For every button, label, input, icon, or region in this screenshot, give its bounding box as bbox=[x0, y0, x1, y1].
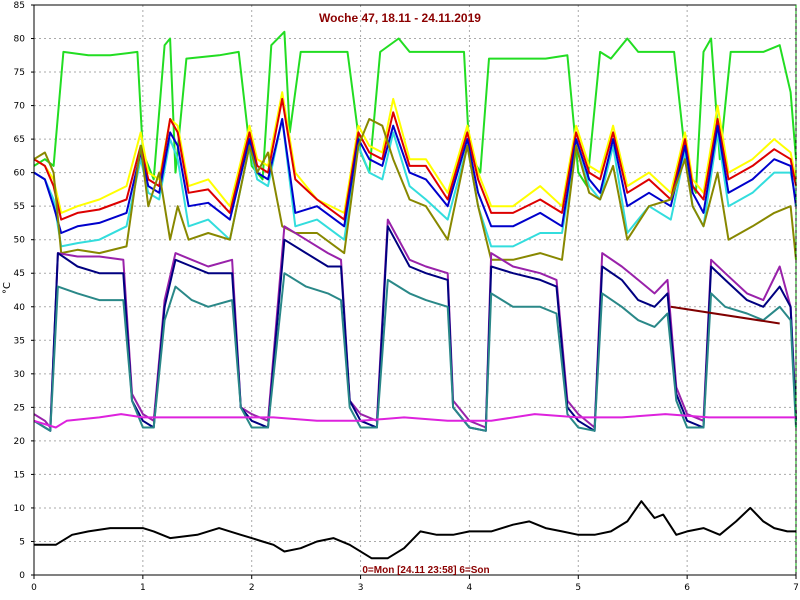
y-axis-ticks: 0 5 10 15 20 25 30 35 40 45 50 55 60 65 70 75 80 85 bbox=[14, 1, 34, 581]
series-line-3 bbox=[33, 97, 797, 221]
series-line-7 bbox=[33, 218, 797, 429]
y-tick-label: 20 bbox=[14, 437, 26, 447]
y-tick-label: 30 bbox=[14, 370, 26, 380]
x-tick-label: 4 bbox=[467, 583, 473, 593]
y-axis-label: °C bbox=[2, 282, 13, 294]
y-tick-label: 85 bbox=[14, 1, 25, 11]
series-line-2 bbox=[33, 91, 797, 214]
series-line-12 bbox=[34, 500, 796, 560]
y-tick-label: 40 bbox=[14, 303, 26, 313]
series-line-6 bbox=[33, 118, 797, 261]
y-tick-label: 75 bbox=[14, 68, 25, 78]
y-tick-label: 25 bbox=[14, 403, 25, 413]
series-line-9 bbox=[33, 272, 797, 432]
y-tick-label: 80 bbox=[14, 35, 26, 45]
series-line-10 bbox=[33, 413, 796, 429]
series-group bbox=[33, 30, 797, 560]
x-tick-label: 0 bbox=[31, 583, 37, 593]
y-tick-label: 10 bbox=[14, 504, 26, 514]
y-tick-label: 60 bbox=[14, 169, 26, 179]
y-tick-label: 0 bbox=[19, 571, 25, 581]
y-tick-label: 5 bbox=[19, 537, 25, 547]
x-tick-label: 6 bbox=[684, 583, 690, 593]
series-line-8 bbox=[33, 225, 797, 432]
series-line-5 bbox=[33, 118, 797, 234]
x-tick-label: 2 bbox=[249, 583, 255, 593]
y-tick-label: 65 bbox=[14, 135, 25, 145]
x-axis-ticks: 0 1 2 3 4 5 6 7 bbox=[31, 575, 799, 593]
y-tick-label: 15 bbox=[14, 470, 25, 480]
y-tick-label: 50 bbox=[14, 236, 26, 246]
y-tick-label: 55 bbox=[14, 202, 25, 212]
x-axis-label: 0=Mon [24.11 23:58] 6=Son bbox=[362, 565, 489, 576]
x-tick-label: 1 bbox=[140, 583, 146, 593]
x-tick-label: 5 bbox=[575, 583, 581, 593]
x-tick-label: 7 bbox=[793, 583, 799, 593]
chart-title: Woche 47, 18.11 - 24.11.2019 bbox=[319, 11, 481, 25]
x-tick-label: 3 bbox=[358, 583, 364, 593]
y-tick-label: 70 bbox=[14, 102, 26, 112]
y-tick-label: 35 bbox=[14, 336, 25, 346]
y-tick-label: 45 bbox=[14, 269, 25, 279]
series-line-11 bbox=[670, 305, 780, 325]
